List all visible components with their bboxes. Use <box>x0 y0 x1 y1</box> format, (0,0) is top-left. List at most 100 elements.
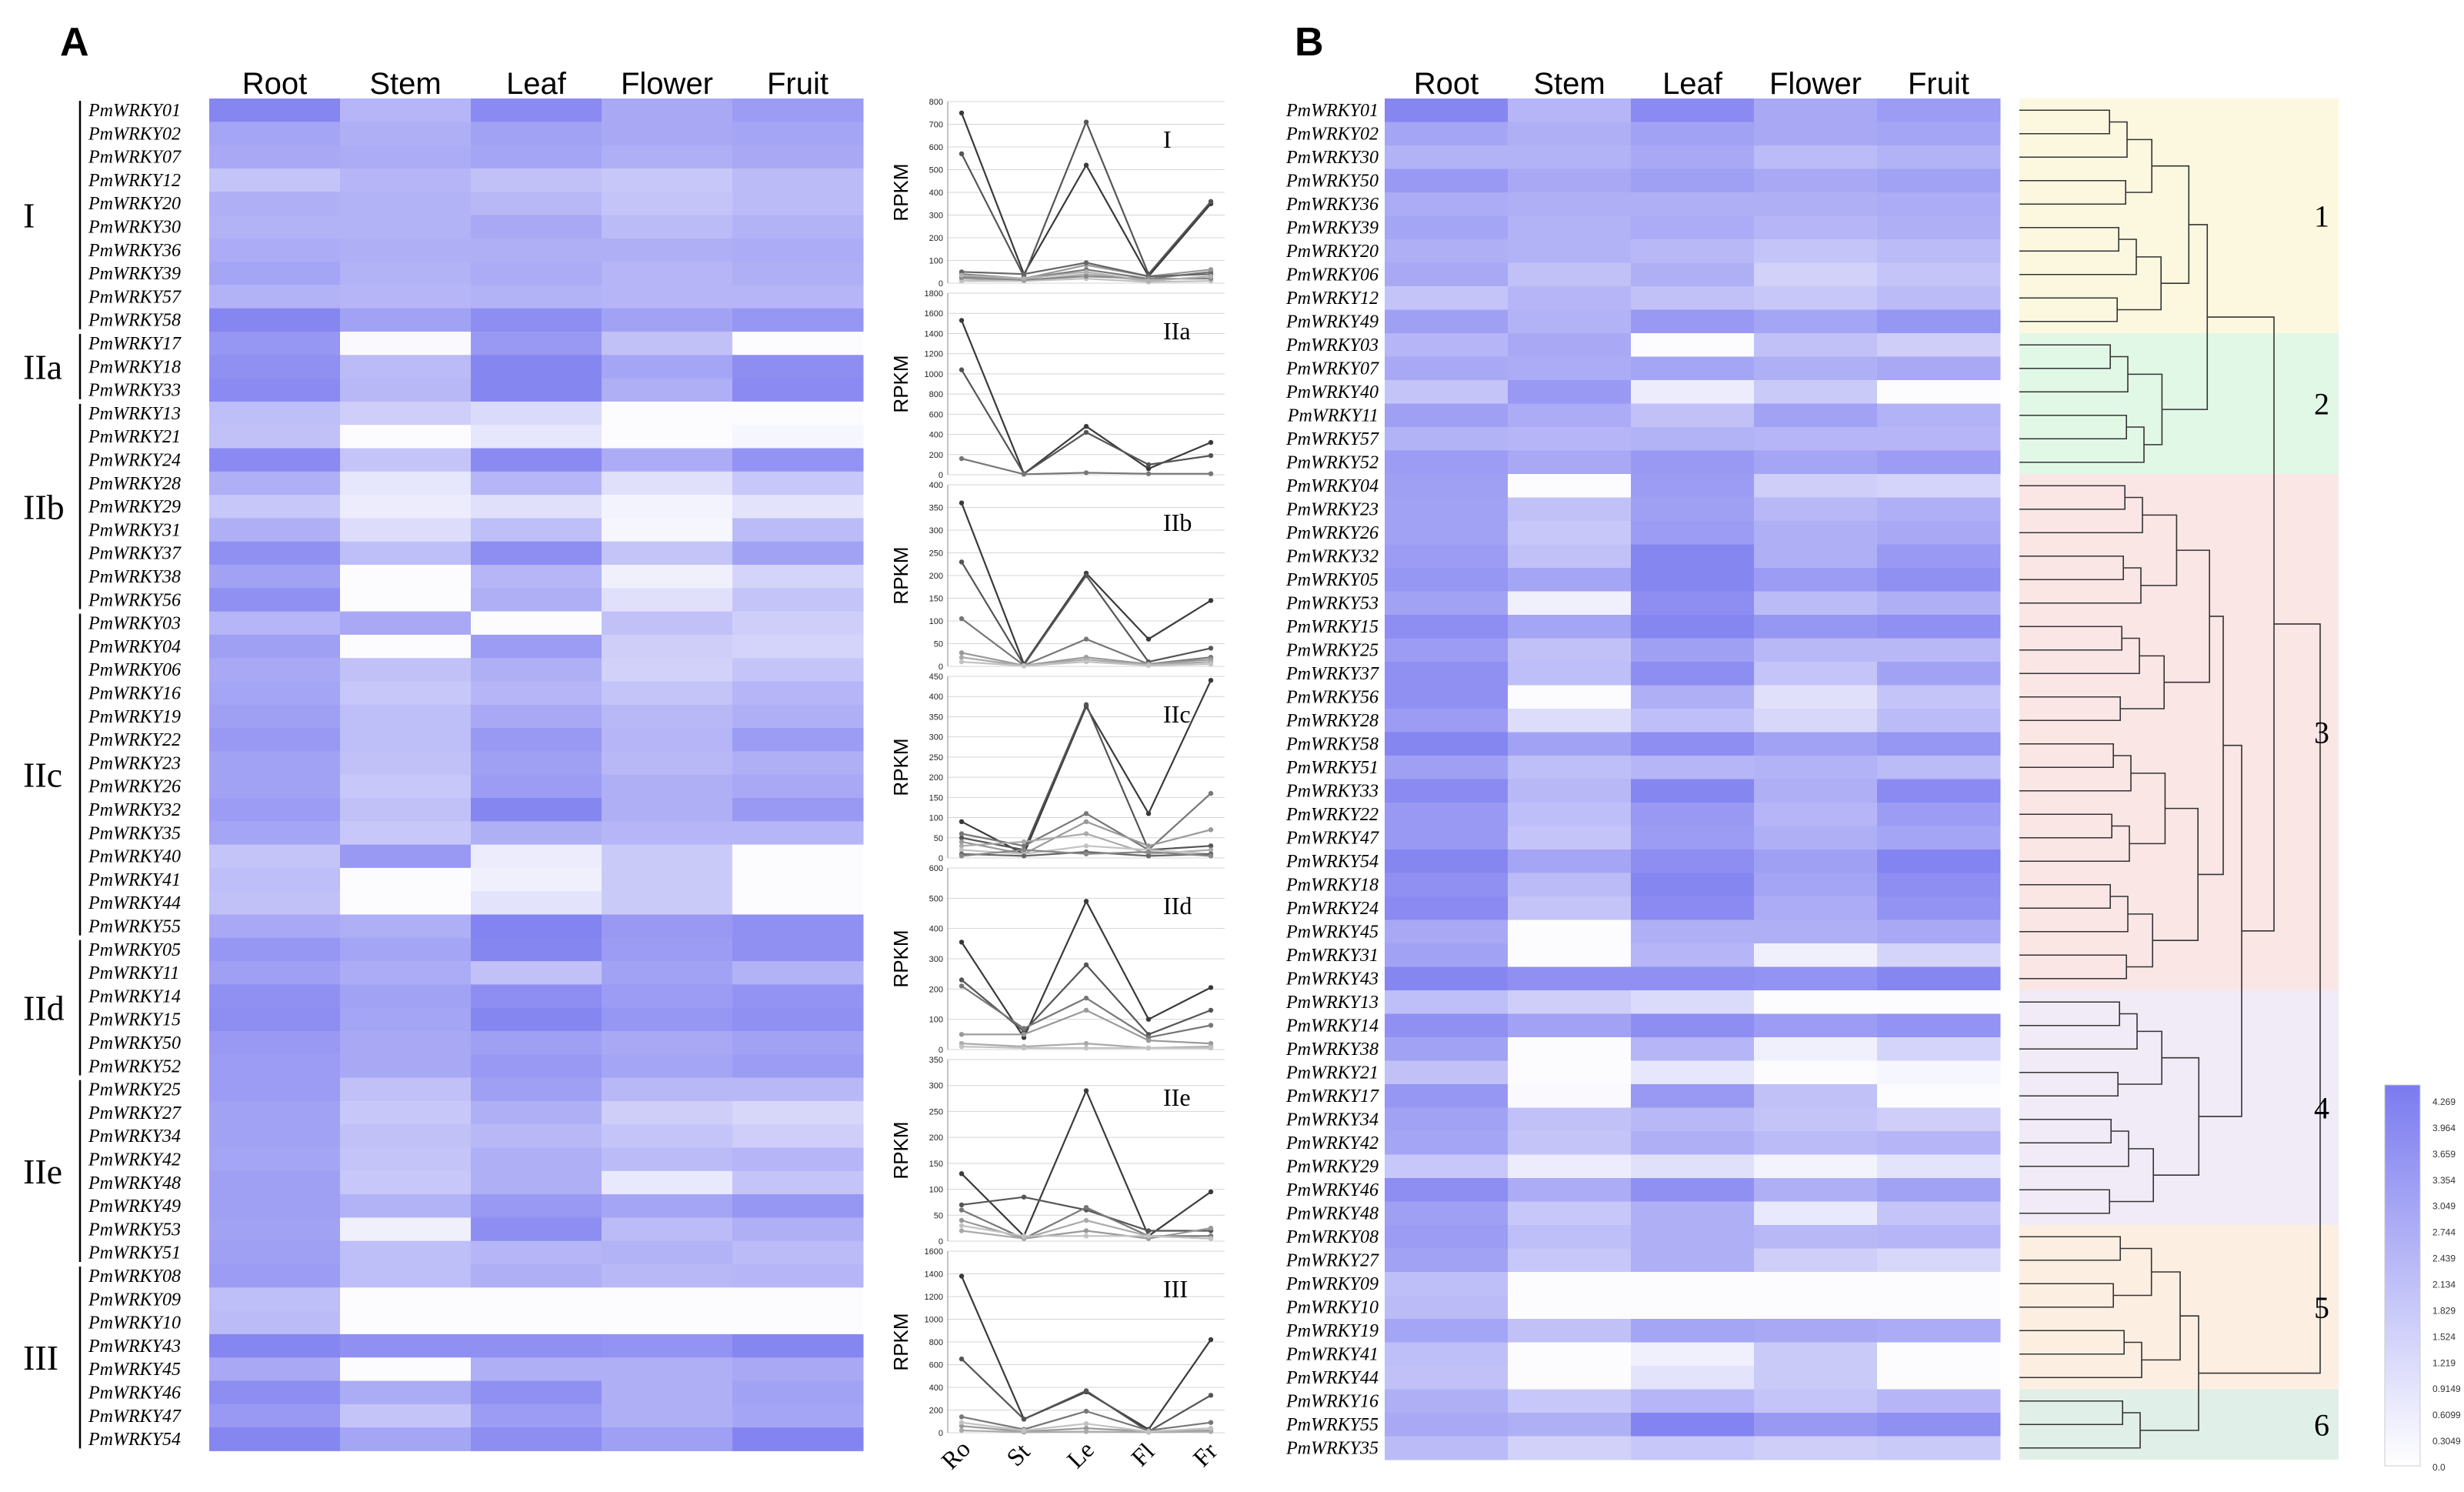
dendrogram-branch <box>2128 373 2163 446</box>
data-point <box>959 456 965 462</box>
heat-cell <box>1508 1037 1632 1061</box>
data-point <box>1208 1420 1214 1425</box>
gene-label: PmWRKY07 <box>1285 359 1379 379</box>
heat-cell <box>602 751 733 776</box>
heat-cell <box>1385 356 1509 381</box>
heat-cell <box>1508 497 1632 522</box>
heat-cell <box>1754 591 1878 616</box>
heat-cell <box>471 285 602 309</box>
data-point <box>1145 1045 1152 1051</box>
gene-label: PmWRKY04 <box>1285 476 1379 496</box>
gene-label: PmWRKY39 <box>1285 219 1379 239</box>
y-tick-label: 300 <box>929 733 943 743</box>
heat-cell <box>340 192 472 215</box>
heat-cell <box>1877 169 2001 193</box>
heat-cell <box>1877 1107 2001 1132</box>
heat-cell <box>1877 1013 2001 1038</box>
gene-label: PmWRKY36 <box>88 241 181 261</box>
heat-cell <box>602 844 733 869</box>
gene-label: PmWRKY39 <box>88 264 181 284</box>
heat-cell <box>1877 286 2001 310</box>
y-tick-label: 100 <box>929 1016 943 1025</box>
heat-cell <box>340 332 472 355</box>
data-point <box>959 853 965 859</box>
heat-cell <box>209 1031 341 1055</box>
heat-cell <box>1508 1272 1632 1296</box>
heat-cell <box>1385 521 1509 545</box>
heat-cell <box>471 1170 602 1195</box>
heat-cell <box>209 378 341 402</box>
heat-cell <box>732 518 864 542</box>
heat-cell <box>209 471 341 496</box>
dendrogram-branch <box>2120 655 2165 709</box>
subgroup-label: IId <box>23 989 65 1028</box>
y-tick-label: 200 <box>929 1133 943 1143</box>
heat-cell <box>471 844 602 869</box>
heat-cell <box>340 1357 472 1381</box>
heat-cell <box>1508 1389 1632 1414</box>
heat-cell <box>1631 1107 1755 1132</box>
heat-cell <box>1877 568 2001 592</box>
heat-cell <box>732 215 864 239</box>
heat-cell <box>1385 427 1509 451</box>
heat-cell <box>471 1380 602 1405</box>
data-point <box>1145 1038 1152 1043</box>
heat-cell <box>602 145 733 169</box>
heat-cell <box>340 168 472 192</box>
heat-cell <box>1877 1201 2001 1226</box>
heat-cell <box>1631 403 1755 428</box>
data-point <box>1208 1429 1214 1434</box>
heat-cell <box>1385 309 1509 334</box>
dendrogram-branch <box>2118 1030 2162 1085</box>
gene-label: PmWRKY19 <box>1285 1321 1379 1341</box>
heat-cell <box>471 1217 602 1242</box>
y-tick-label: 1000 <box>925 1316 943 1325</box>
heat-cell <box>1508 1295 1632 1320</box>
heat-cell <box>1754 192 1878 216</box>
data-point <box>1208 853 1214 859</box>
heat-cell <box>1754 497 1878 522</box>
heat-cell <box>602 1357 733 1381</box>
heat-cell <box>471 1100 602 1125</box>
heat-cell <box>732 681 864 706</box>
y-tick-label: 350 <box>929 713 943 722</box>
gene-label: PmWRKY51 <box>1285 758 1379 778</box>
gene-label: PmWRKY45 <box>88 1360 181 1380</box>
heat-cell <box>1385 1272 1509 1296</box>
heat-cell <box>1754 427 1878 451</box>
y-tick-label: 50 <box>934 834 943 843</box>
data-point <box>1083 162 1089 168</box>
heat-cell <box>340 541 472 566</box>
heat-cell <box>732 1147 864 1172</box>
heat-cell <box>1631 1013 1755 1038</box>
heat-cell <box>209 914 341 939</box>
heat-cell <box>1754 803 1878 826</box>
gene-label: PmWRKY26 <box>1285 523 1379 543</box>
data-point <box>1021 1427 1027 1434</box>
heat-cell <box>1631 450 1755 475</box>
heat-cell <box>1754 849 1878 873</box>
data-point <box>1083 1088 1089 1093</box>
heat-cell <box>1385 1225 1509 1249</box>
heat-cell <box>1754 685 1878 709</box>
y-axis-label: RPKM <box>889 1121 912 1179</box>
heat-cell <box>209 1007 341 1032</box>
heat-cell <box>1385 169 1509 193</box>
heat-cell <box>1754 215 1878 240</box>
heat-cell <box>340 728 472 752</box>
data-point <box>1021 1032 1027 1037</box>
heat-cell <box>1631 474 1755 498</box>
gene-label: PmWRKY57 <box>1285 429 1379 449</box>
gene-label: PmWRKY14 <box>1285 1016 1379 1036</box>
heat-cell <box>471 751 602 776</box>
gene-label: PmWRKY25 <box>1285 641 1379 661</box>
heat-cell <box>209 1310 341 1335</box>
gene-label: PmWRKY18 <box>88 357 181 377</box>
heat-cell <box>1754 1107 1878 1132</box>
y-tick-label: 1000 <box>925 370 943 379</box>
heat-cell <box>1877 1342 2001 1367</box>
y-tick-label: 700 <box>929 121 943 130</box>
gene-label: PmWRKY12 <box>88 171 181 191</box>
gene-label: PmWRKY51 <box>88 1243 181 1263</box>
data-point <box>1083 962 1089 968</box>
